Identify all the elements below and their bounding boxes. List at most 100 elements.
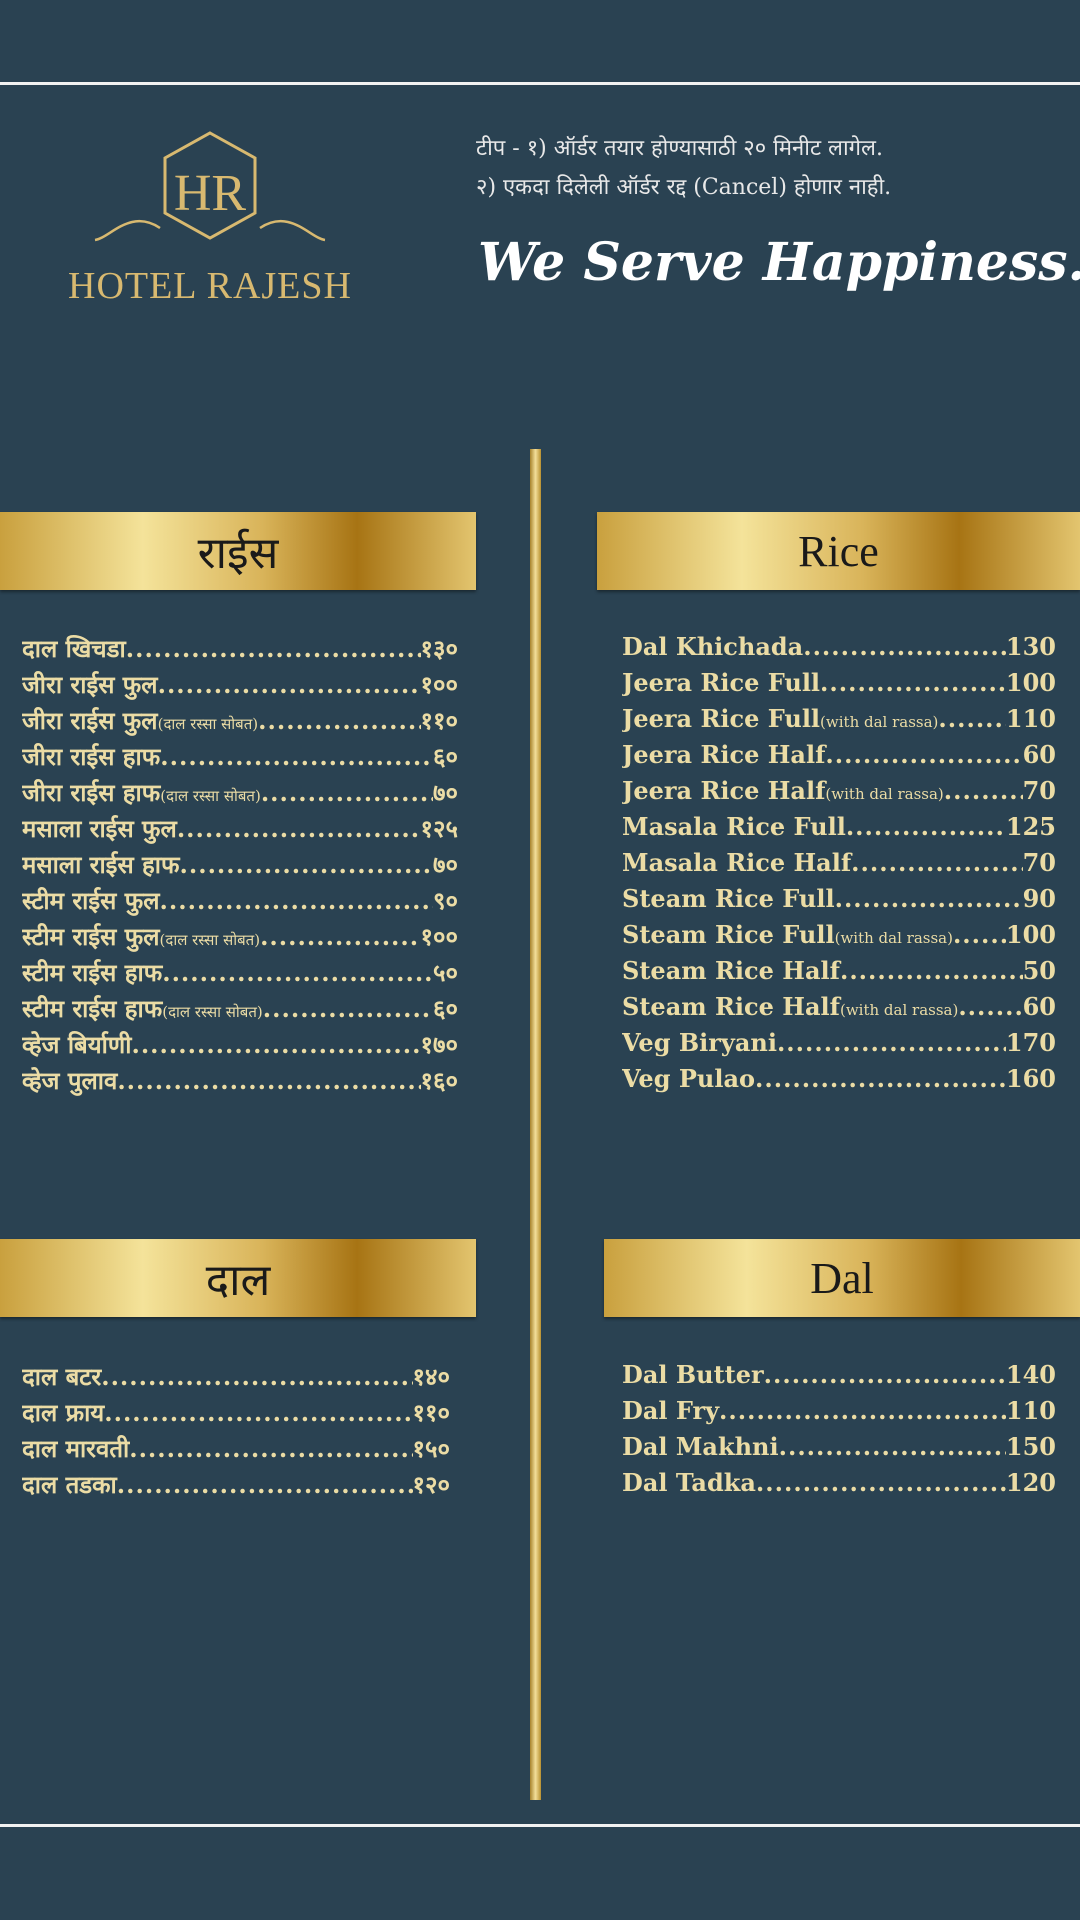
menu-item: Dal Tadka 120	[622, 1468, 1056, 1504]
item-price: 60	[1022, 740, 1056, 769]
column-divider	[530, 449, 541, 1800]
item-price: १४०	[412, 1362, 450, 1391]
item-name: Steam Rice Half	[622, 956, 840, 985]
item-price: १२०	[412, 1470, 450, 1499]
section-header-rice-mr: राईस	[0, 512, 476, 590]
leader-dots	[160, 742, 433, 771]
item-price: 60	[1022, 992, 1056, 1021]
brand-name: HOTEL RAJESH	[68, 265, 352, 307]
leader-dots	[953, 920, 1006, 949]
leader-dots	[719, 1396, 1006, 1425]
leader-dots	[777, 1028, 1006, 1057]
item-price: 110	[1005, 704, 1056, 733]
menu-item: स्टीम राईस हाफ (दाल रस्सा सोबत) ६०	[22, 992, 458, 1028]
leader-dots	[756, 1468, 1006, 1497]
item-name: Steam Rice Full	[622, 884, 835, 913]
item-note: (with dal rassa)	[839, 1001, 959, 1019]
item-price: ७०	[433, 850, 458, 879]
item-name: स्टीम राईस हाफ	[22, 994, 163, 1023]
item-name: Jeera Rice Full	[622, 704, 821, 733]
menu-item: Jeera Rice Half 60	[622, 740, 1056, 776]
item-price: 120	[1005, 1468, 1056, 1497]
menu-item: Steam Rice Half 50	[622, 956, 1056, 992]
item-name: Dal Khichada	[622, 632, 804, 661]
leader-dots	[764, 1360, 1006, 1389]
item-price: 130	[1005, 632, 1056, 661]
leader-dots	[117, 1470, 413, 1499]
menu-item: दाल मारवती १५०	[22, 1432, 450, 1468]
item-name: मसाला राईस फुल	[22, 814, 177, 843]
leader-dots	[938, 704, 1005, 733]
item-name: जीरा राईस हाफ	[22, 778, 161, 807]
item-name: Steam Rice Full	[622, 920, 835, 949]
item-name: दाल तडका	[22, 1470, 117, 1499]
leader-dots	[162, 958, 433, 987]
leader-dots	[131, 1030, 420, 1059]
dal-menu-english: Dal Butter140Dal Fry110Dal Makhni150Dal …	[622, 1360, 1056, 1504]
menu-item: जीरा राईस फुल १००	[22, 668, 458, 704]
menu-item: दाल तडका १२०	[22, 1468, 450, 1504]
item-note: (दाल रस्सा सोबत)	[159, 931, 261, 949]
leader-dots	[803, 632, 1006, 661]
leader-dots	[825, 740, 1022, 769]
item-name: स्टीम राईस हाफ	[22, 958, 163, 987]
item-name: स्टीम राईस फुल	[22, 886, 160, 915]
section-header-dal-en: Dal	[604, 1239, 1080, 1317]
item-name: Masala Rice Full	[622, 812, 846, 841]
item-price: 125	[1005, 812, 1056, 841]
item-price: 110	[1005, 1396, 1056, 1425]
item-name: व्हेज बिर्याणी	[22, 1030, 132, 1059]
item-price: ६०	[433, 742, 458, 771]
menu-item: Steam Rice Full(with dal rassa) 100	[622, 920, 1056, 956]
menu-item: दाल फ्राय ११०	[22, 1396, 450, 1432]
leader-dots	[129, 1434, 412, 1463]
menu-item: जीरा राईस फुल (दाल रस्सा सोबत) ११०	[22, 704, 458, 740]
item-name: दाल मारवती	[22, 1434, 130, 1463]
item-price: १३०	[420, 634, 458, 663]
item-price: 170	[1005, 1028, 1056, 1057]
item-note: (with dal rassa)	[834, 929, 953, 947]
item-price: १७०	[420, 1030, 458, 1059]
hr-monogram-icon: HR	[94, 131, 326, 242]
item-price: १५०	[412, 1434, 450, 1463]
item-price: ७०	[433, 778, 458, 807]
item-name: दाल फ्राय	[22, 1398, 105, 1427]
item-note: (with dal rassa)	[820, 713, 939, 731]
menu-item: Masala Rice Full 125	[622, 812, 1056, 848]
menu-item: स्टीम राईस हाफ ५०	[22, 956, 458, 992]
leader-dots	[160, 886, 434, 915]
item-name: दाल बटर	[22, 1362, 102, 1391]
item-price: 100	[1005, 668, 1056, 697]
menu-item: मसाला राईस फुल १२५	[22, 812, 458, 848]
menu-item: Steam Rice Half(with dal rassa) 60	[622, 992, 1056, 1028]
item-price: 100	[1005, 920, 1056, 949]
leader-dots	[263, 994, 433, 1023]
menu-item: Jeera Rice Full 100	[622, 668, 1056, 704]
item-name: Dal Butter	[622, 1360, 764, 1389]
item-price: ५०	[433, 958, 458, 987]
item-name: Jeera Rice Half	[622, 740, 826, 769]
menu-item: जीरा राईस हाफ (दाल रस्सा सोबत) ७०	[22, 776, 458, 812]
item-name: Dal Makhni	[622, 1432, 779, 1461]
leader-dots	[177, 814, 421, 843]
item-name: Dal Tadka	[622, 1468, 756, 1497]
leader-dots	[851, 848, 1022, 877]
leader-dots	[260, 922, 420, 951]
item-note: (दाल रस्सा सोबत)	[162, 1003, 263, 1021]
leader-dots	[820, 668, 1006, 697]
leader-dots	[158, 670, 421, 699]
item-name: Steam Rice Half	[622, 992, 840, 1021]
leader-dots	[958, 992, 1022, 1021]
section-header-dal-mr: दाल	[0, 1239, 476, 1317]
leader-dots	[840, 956, 1023, 985]
tagline: We Serve Happiness...	[478, 232, 1080, 293]
leader-dots	[261, 778, 433, 807]
menu-item: दाल खिचडा १३०	[22, 632, 458, 668]
leader-dots	[258, 706, 420, 735]
menu-item: व्हेज पुलाव १६०	[22, 1064, 458, 1100]
item-name: स्टीम राईस फुल	[22, 922, 160, 951]
item-price: 140	[1005, 1360, 1056, 1389]
bottom-divider	[0, 1824, 1080, 1827]
menu-item: मसाला राईस हाफ ७०	[22, 848, 458, 884]
